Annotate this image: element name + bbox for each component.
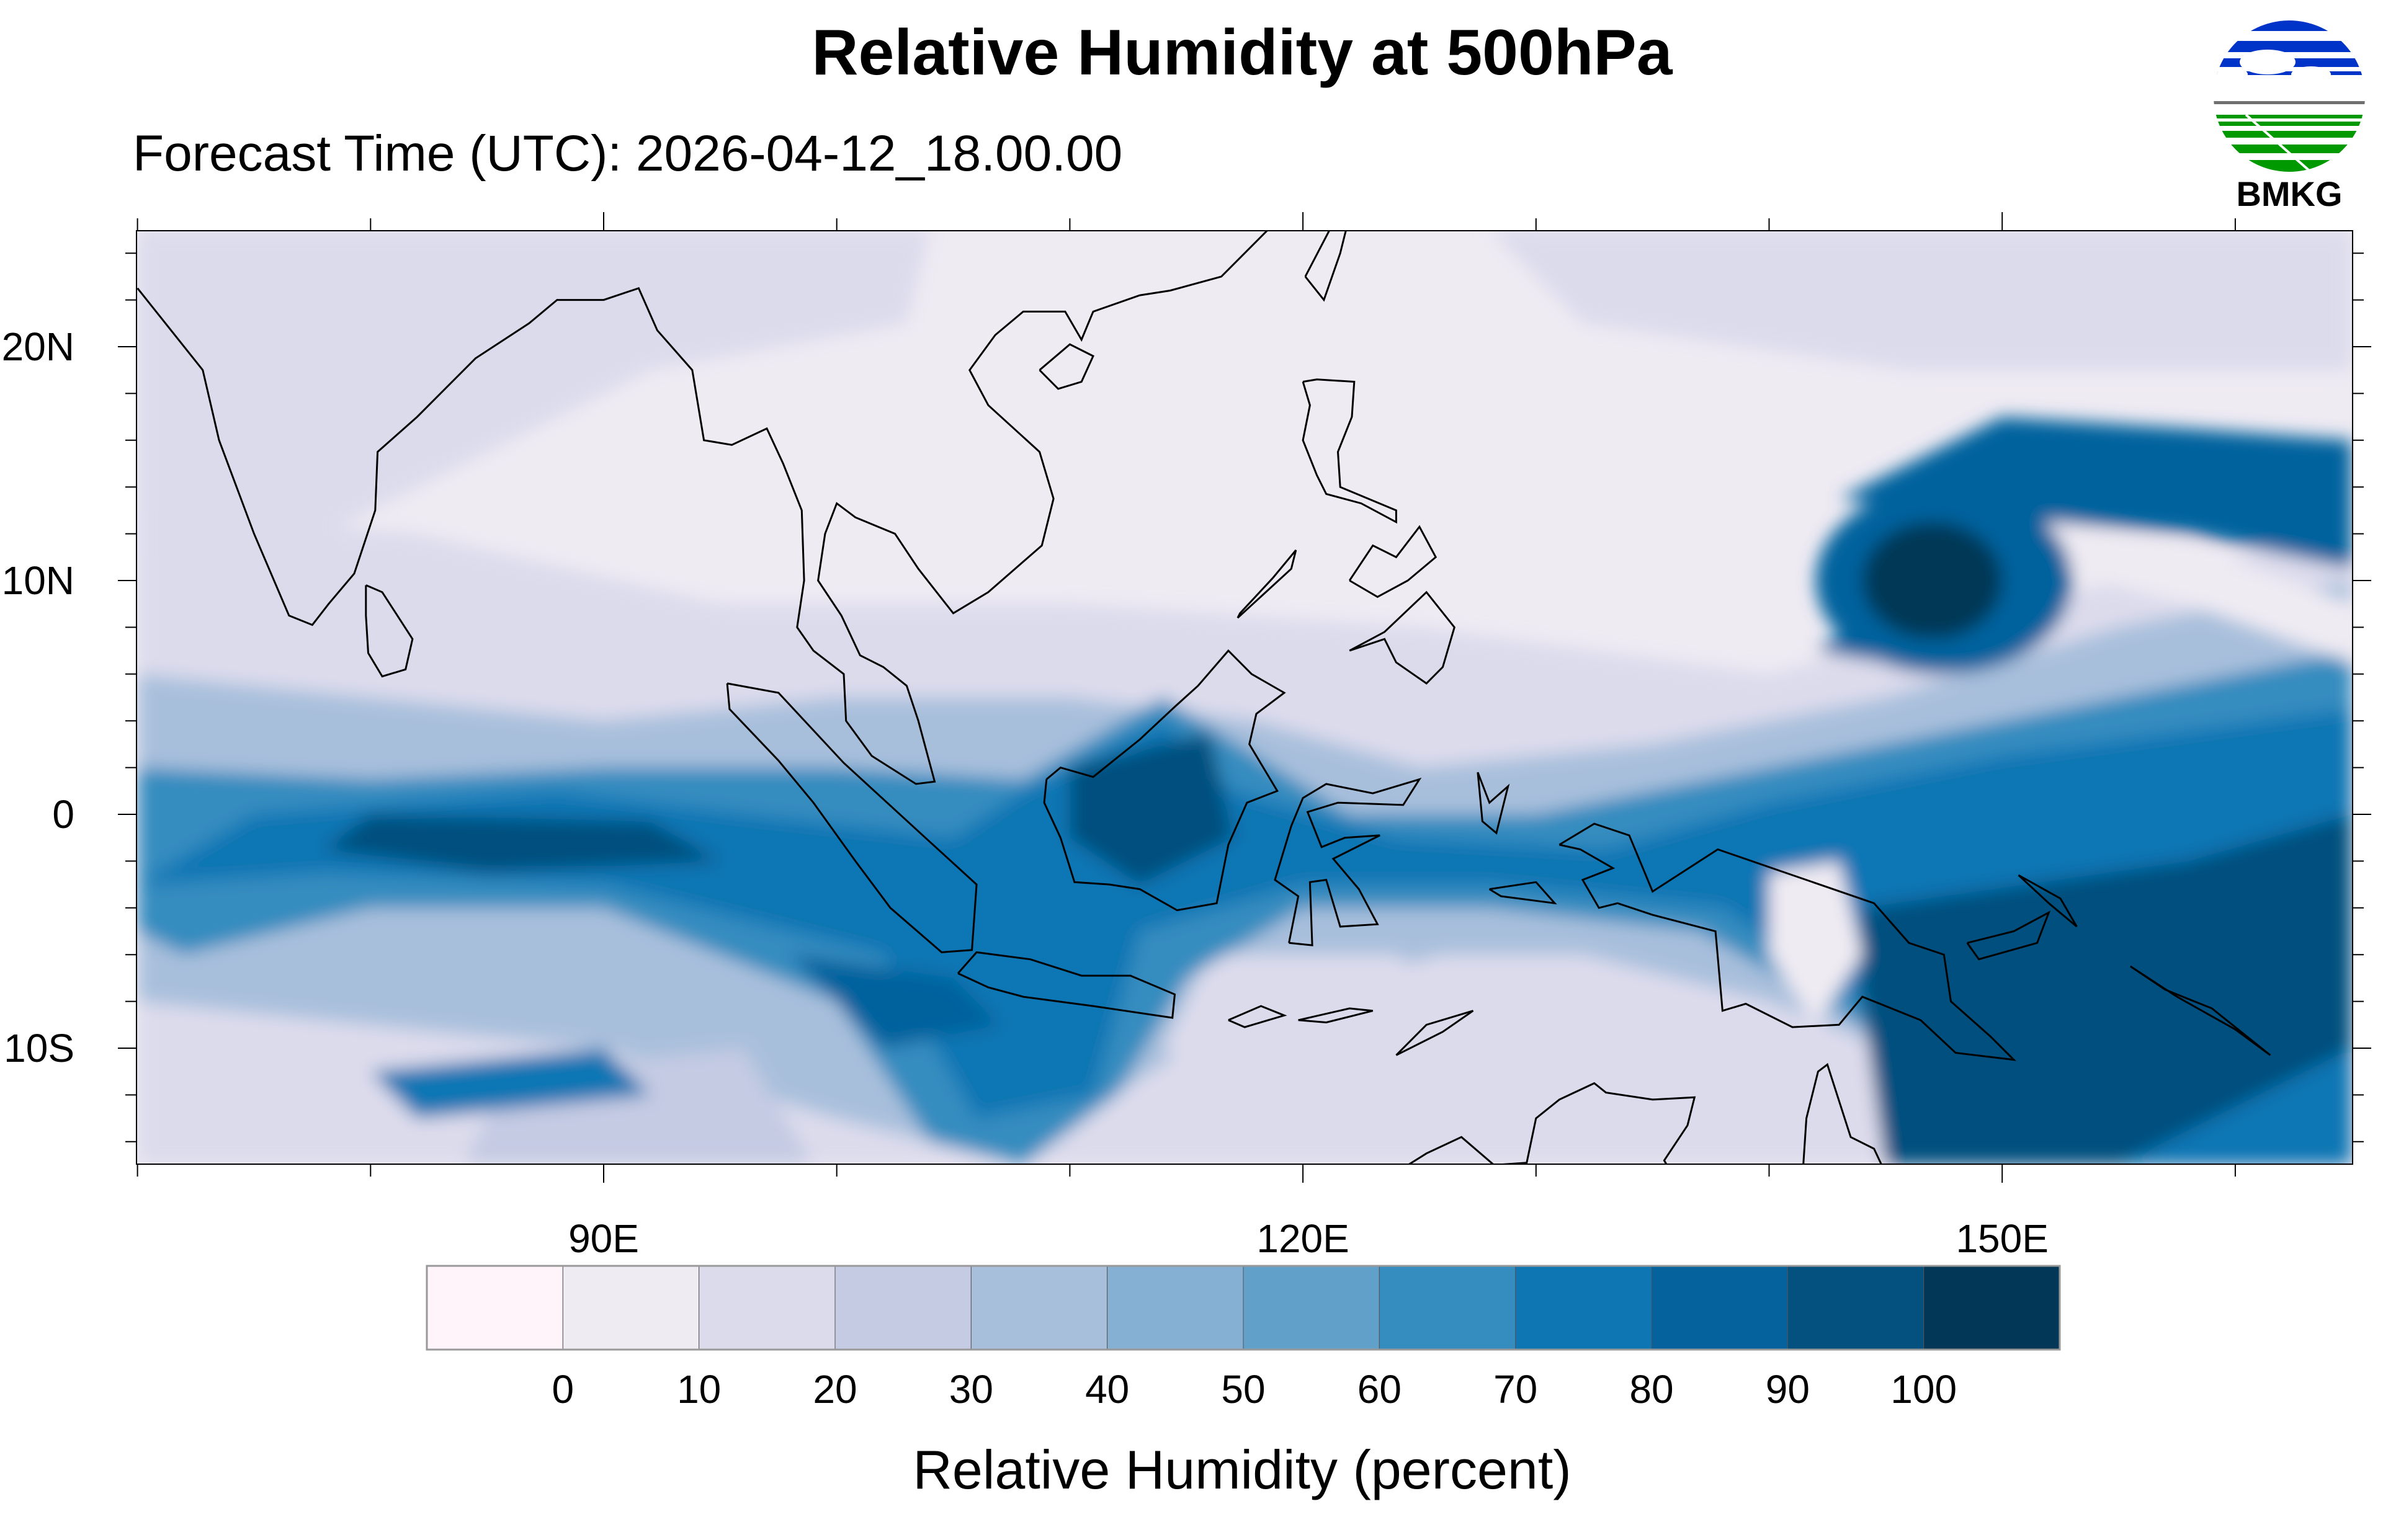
humidity-contour-level-8: [370, 1048, 651, 1119]
coastline-halmahera: [1477, 772, 1510, 835]
coastline-flores: [1298, 1007, 1374, 1024]
humidity-contour-level-2: [137, 231, 930, 558]
colorbar-label: 0: [552, 1367, 575, 1412]
bmkg-logo: BMKG: [2214, 20, 2365, 211]
colorbar-box-7: [1379, 1265, 1516, 1350]
colorbar-title: Relative Humidity (percent): [913, 1439, 1572, 1500]
humidity-contour-level-2: [1163, 955, 1490, 1142]
coastline-new-ireland: [2018, 874, 2078, 928]
coastline-mainland-asia: [136, 231, 1269, 785]
lat-label: 0: [52, 792, 74, 837]
colorbar-label: 60: [1357, 1367, 1402, 1412]
coastline-new-britain: [1966, 910, 2051, 961]
humidity-contour-level-1: [1769, 861, 1862, 1025]
coastline-taiwan: [1304, 231, 1347, 302]
coastline-solomons: [2129, 965, 2271, 1056]
colorbar-box-6: [1243, 1265, 1380, 1350]
humidity-contour-level-8: [137, 709, 2352, 1164]
coastline-luzon: [1302, 378, 1397, 524]
colorbar-label: 40: [1085, 1367, 1130, 1412]
colorbar-label: 20: [813, 1367, 857, 1412]
colorbar-label: 100: [1890, 1367, 1957, 1412]
lon-label: 90E: [568, 1216, 639, 1261]
colorbar-box-10: [1787, 1265, 1925, 1350]
colorbar-box-2: [699, 1265, 836, 1350]
lon-label: 150E: [1956, 1216, 2049, 1261]
humidity-contour-level-9: [790, 955, 1000, 1048]
coastline-sumatra: [726, 682, 978, 953]
coastline-sumbawa: [1228, 1005, 1287, 1028]
lat-label: 10S: [4, 1026, 74, 1070]
swirl-tail: [1815, 636, 1956, 662]
coastline-visayas: [1348, 525, 1437, 599]
coastline-sri-lanka: [365, 584, 414, 678]
humidity-contour-level-2: [1490, 231, 2352, 370]
lat-label: 10N: [1, 558, 74, 603]
colorbar-label: 30: [949, 1367, 993, 1412]
coastline-australia-north: [1407, 1082, 1696, 1164]
colorbar-label: 70: [1493, 1367, 1538, 1412]
coastline-palawan: [1236, 550, 1297, 619]
colorbar-box-4: [970, 1265, 1108, 1350]
colorbar-box-9: [1651, 1265, 1788, 1350]
colorbar-label: 80: [1629, 1367, 1674, 1412]
colorbar-box-11: [1923, 1265, 2060, 1350]
coastline-timor: [1395, 1010, 1474, 1056]
coastline-mindanao: [1349, 590, 1455, 685]
humidity-contour-level-7: [137, 651, 2352, 1164]
colorbar-box-5: [1107, 1265, 1244, 1350]
coastline-sulawesi: [1274, 777, 1422, 946]
swirl-core: [1862, 522, 2003, 639]
colorbar-box-1: [562, 1265, 700, 1350]
lat-label: 20N: [1, 324, 74, 369]
colorbar-label: 10: [677, 1367, 722, 1412]
coastline-borneo: [1043, 649, 1286, 912]
lon-label: 120E: [1256, 1216, 1349, 1261]
colorbar-box-8: [1515, 1265, 1652, 1350]
coastline-hainan: [1039, 343, 1094, 390]
coastline-cape-york: [1802, 1062, 1882, 1164]
humidity-contour-level-9: [1839, 417, 2352, 569]
coastline-java: [957, 951, 1176, 1019]
colorbar-label: 50: [1221, 1367, 1266, 1412]
colorbar-label: 90: [1765, 1367, 1810, 1412]
colorbar-frame: [426, 1265, 2061, 1351]
humidity-contour-level-1: [2002, 522, 2352, 662]
plot-frame: [136, 230, 2353, 1165]
coastline-seram: [1488, 881, 1557, 905]
forecast-time: Forecast Time (UTC): 2026-04-12_18.00.00: [133, 125, 1123, 182]
humidity-contour-level-10: [1862, 814, 2352, 1164]
humidity-contour-level-10: [1070, 732, 1233, 885]
humidity-contour-level-10: [324, 814, 720, 873]
logo-text: BMKG: [2236, 174, 2342, 211]
chart-title: Relative Humidity at 500hPa: [811, 17, 1673, 89]
colorbar-box-0: [426, 1265, 563, 1350]
coastline-new-guinea: [1558, 822, 2017, 1061]
colorbar-box-3: [834, 1265, 972, 1350]
